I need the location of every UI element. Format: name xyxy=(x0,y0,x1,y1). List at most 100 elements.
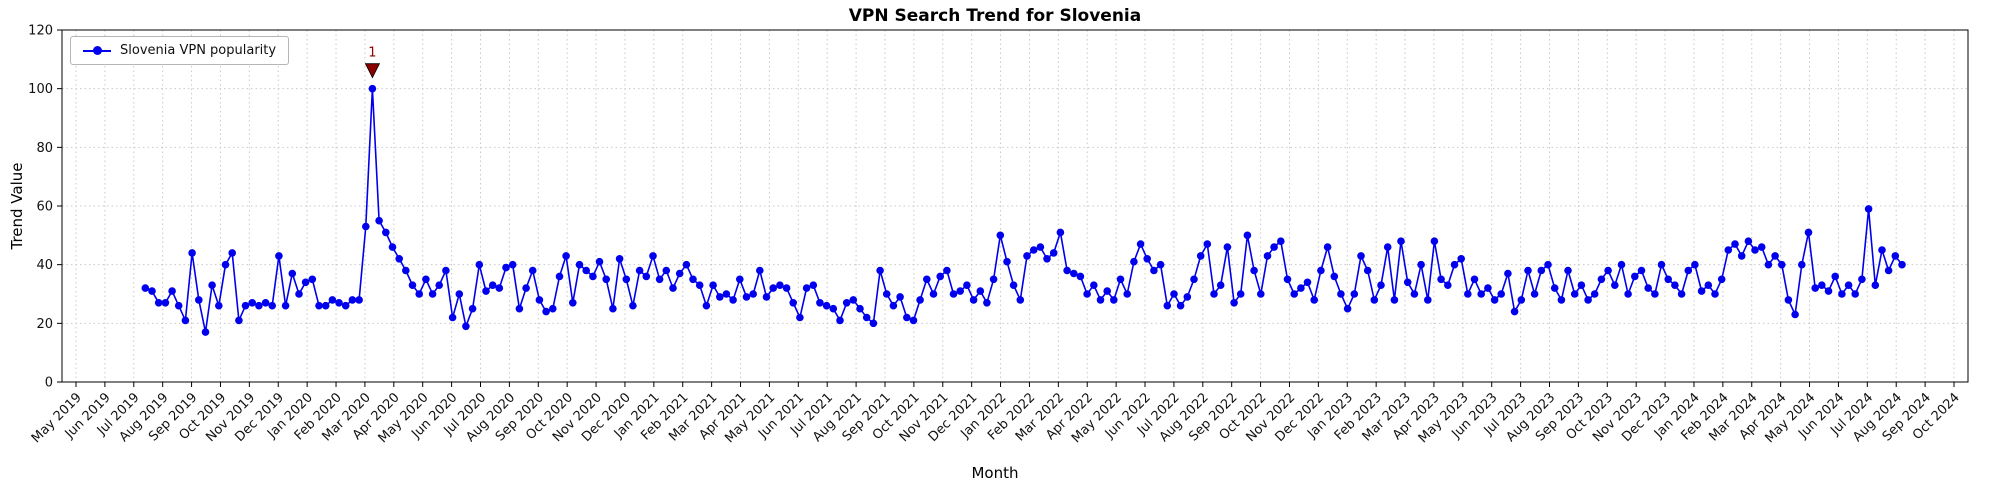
data-point xyxy=(288,269,297,278)
data-point xyxy=(816,299,824,307)
data-point xyxy=(1757,243,1766,251)
data-point xyxy=(1270,243,1278,251)
data-point xyxy=(1056,228,1065,237)
data-point xyxy=(482,287,490,295)
data-point xyxy=(742,293,751,301)
data-point xyxy=(154,299,163,307)
data-point xyxy=(1150,266,1158,275)
data-point xyxy=(1003,257,1011,266)
data-point xyxy=(1550,284,1559,292)
data-point xyxy=(268,301,277,310)
data-point xyxy=(695,281,704,290)
data-point xyxy=(1637,266,1646,275)
data-point xyxy=(963,281,971,290)
data-point xyxy=(923,275,931,284)
data-point xyxy=(762,293,771,301)
data-point xyxy=(1624,290,1632,298)
data-point xyxy=(141,284,150,292)
data-point xyxy=(602,275,610,284)
data-point xyxy=(1243,231,1252,240)
data-point xyxy=(168,287,176,295)
data-point xyxy=(241,301,250,310)
data-point xyxy=(1844,281,1853,290)
data-point xyxy=(782,284,791,292)
data-point xyxy=(1824,287,1833,295)
data-point xyxy=(749,290,757,298)
data-point xyxy=(1210,290,1218,298)
data-point xyxy=(1878,246,1886,254)
data-point xyxy=(1677,290,1686,298)
annotation-label: 1 xyxy=(368,46,376,61)
data-point xyxy=(682,260,691,269)
data-point xyxy=(1257,290,1265,298)
data-point xyxy=(829,304,838,313)
data-point xyxy=(562,252,570,260)
data-point xyxy=(1196,252,1205,260)
y-tick-label: 120 xyxy=(28,24,53,39)
data-point xyxy=(689,275,697,284)
data-point xyxy=(1764,260,1773,269)
data-point xyxy=(649,252,657,260)
data-point xyxy=(675,269,684,278)
data-point xyxy=(428,290,437,298)
data-point xyxy=(1130,257,1138,266)
chart-title: VPN Search Trend for Slovenia xyxy=(848,6,1142,26)
data-point xyxy=(1484,284,1492,292)
data-point xyxy=(248,299,256,307)
data-point xyxy=(569,299,577,307)
data-point xyxy=(415,290,424,298)
data-point xyxy=(1176,301,1185,310)
data-point xyxy=(1290,290,1298,298)
legend-label: Slovenia VPN popularity xyxy=(120,43,277,58)
data-point xyxy=(1651,290,1659,298)
y-tick-label: 40 xyxy=(36,258,53,273)
x-axis-label: Month xyxy=(971,464,1019,482)
data-point xyxy=(1858,275,1866,284)
data-point xyxy=(1470,275,1479,284)
data-point xyxy=(642,272,651,281)
data-point xyxy=(1063,266,1071,275)
data-point xyxy=(1717,275,1726,284)
data-point xyxy=(174,301,183,310)
data-point xyxy=(375,216,383,225)
data-point xyxy=(275,252,283,260)
data-point xyxy=(261,299,270,307)
data-point xyxy=(976,287,985,295)
data-point xyxy=(1644,284,1652,292)
data-point xyxy=(1049,249,1058,257)
data-point xyxy=(201,328,210,336)
data-point xyxy=(889,301,898,310)
data-point xyxy=(355,296,363,304)
data-point xyxy=(1096,296,1105,304)
data-point xyxy=(161,299,170,307)
data-point xyxy=(1784,296,1793,304)
data-point xyxy=(1818,281,1826,290)
data-point xyxy=(535,296,544,304)
data-point xyxy=(1009,281,1018,290)
data-point xyxy=(1851,290,1859,298)
data-point xyxy=(1570,290,1579,298)
data-point xyxy=(1464,290,1472,298)
data-point xyxy=(842,299,851,307)
data-point xyxy=(1110,296,1118,304)
data-point xyxy=(1724,246,1733,254)
data-point xyxy=(1744,237,1753,245)
data-point xyxy=(736,275,744,284)
data-point xyxy=(495,284,504,292)
data-point xyxy=(1737,252,1746,260)
data-point xyxy=(1530,290,1539,298)
data-point xyxy=(442,266,450,275)
data-point xyxy=(802,284,811,292)
data-point xyxy=(729,296,737,304)
data-point xyxy=(1691,260,1699,269)
data-point xyxy=(1350,290,1359,298)
data-point xyxy=(1804,228,1813,237)
data-point xyxy=(335,299,343,307)
data-point xyxy=(1778,260,1786,269)
data-point xyxy=(1343,304,1352,313)
data-point xyxy=(488,281,497,290)
data-point xyxy=(1544,260,1552,269)
data-point xyxy=(321,301,330,310)
